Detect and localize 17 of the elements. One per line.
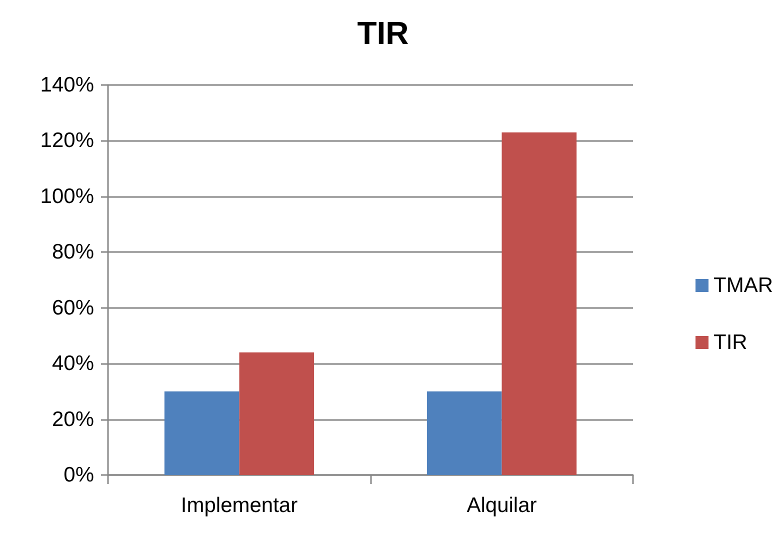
y-tick-label: 40%	[52, 352, 94, 376]
y-tick-label: 140%	[40, 74, 94, 96]
bar	[164, 391, 240, 475]
x-tick-label: Implementar	[180, 494, 298, 517]
bar	[502, 132, 577, 475]
y-tick-label: 120%	[40, 129, 94, 152]
legend-label: TMAR	[714, 274, 774, 297]
chart-title: TIR	[357, 15, 409, 51]
bar	[239, 352, 314, 475]
y-tick-label: 0%	[64, 464, 94, 486]
y-tick-label: 80%	[52, 240, 94, 264]
bar	[426, 391, 502, 475]
legend-label: TIR	[714, 331, 748, 354]
y-tick-label: 100%	[40, 184, 94, 208]
x-tick-label: Alquilar	[466, 494, 537, 517]
y-tick-label: 20%	[52, 408, 94, 431]
y-tick-label: 60%	[52, 296, 94, 320]
